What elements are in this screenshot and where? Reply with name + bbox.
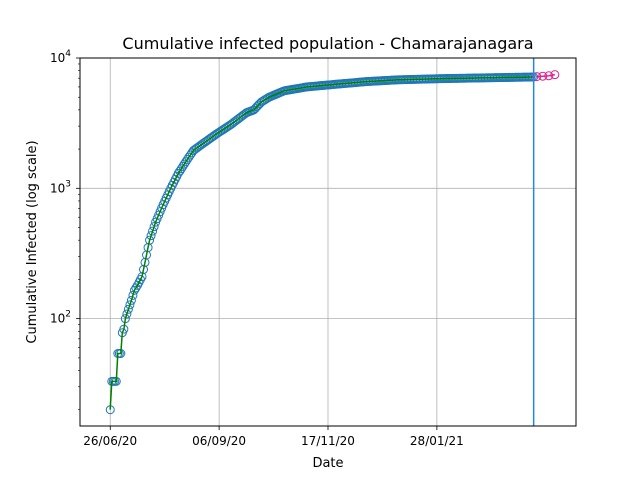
observed-point: [232, 115, 242, 125]
observed-point: [145, 235, 155, 245]
x-tick-label: 26/06/20: [83, 434, 137, 448]
observed-point: [228, 118, 238, 128]
observed-point: [185, 150, 195, 160]
observed-point: [255, 99, 265, 109]
observed-point: [182, 154, 192, 164]
observed-point: [252, 102, 262, 112]
fit-line: [109, 76, 534, 410]
plot-area: [105, 58, 560, 426]
observed-point: [179, 159, 189, 169]
observed-point: [146, 231, 156, 241]
observed-point: [178, 161, 188, 171]
observed-point: [190, 144, 200, 154]
observed-point: [148, 226, 158, 236]
observed-point: [225, 120, 235, 130]
observed-point: [201, 137, 211, 147]
observed-point: [194, 141, 204, 151]
observed-point: [149, 222, 159, 232]
observed-point: [137, 272, 147, 282]
observed-point: [123, 304, 133, 314]
observed-point: [222, 122, 232, 132]
y-tick-label: 104: [50, 49, 71, 65]
observed-point: [235, 112, 245, 122]
observed-point: [181, 157, 191, 167]
x-tick-label: 17/11/20: [301, 434, 355, 448]
observed-point: [129, 285, 139, 295]
chart-title: Cumulative infected population - Chamara…: [122, 34, 533, 53]
forecast-line: [536, 73, 555, 78]
observed-point: [126, 295, 136, 305]
x-axis: 26/06/20 06/09/20 17/11/20 28/01/21: [83, 426, 464, 448]
observed-point: [188, 146, 198, 156]
observed-point: [231, 116, 241, 126]
observed-point: [139, 265, 149, 275]
grid-lines: [80, 57, 576, 426]
observed-point: [234, 114, 244, 124]
observed-point: [207, 132, 217, 142]
observed-point: [202, 136, 212, 146]
observed-point: [226, 119, 236, 129]
observed-point: [173, 168, 183, 178]
observed-point: [208, 131, 218, 141]
observed-point: [131, 283, 141, 293]
observed-point: [122, 309, 132, 319]
y-tick-label: 103: [50, 179, 71, 195]
observed-point: [176, 164, 186, 174]
x-tick-label: 28/01/21: [410, 434, 464, 448]
observed-point: [184, 152, 194, 162]
observed-point: [250, 103, 260, 113]
observed-point: [197, 139, 207, 149]
observed-point: [237, 111, 247, 121]
x-axis-label: Date: [312, 456, 343, 471]
observed-point: [125, 300, 135, 310]
observed-point: [199, 138, 209, 148]
observed-point: [249, 105, 259, 115]
observed-point: [210, 130, 220, 140]
y-tick-label: 102: [50, 310, 71, 326]
observed-point: [196, 140, 206, 150]
observed-point: [128, 290, 138, 300]
observed-point: [193, 142, 203, 152]
observed-point: [175, 166, 185, 176]
y-axis: 102 103 104: [50, 49, 80, 411]
observed-point: [204, 135, 214, 145]
observed-point: [191, 143, 201, 153]
x-tick-label: 06/09/20: [192, 434, 246, 448]
observed-point: [229, 117, 239, 127]
observed-point: [223, 121, 233, 131]
y-axis-label: Cumulative Infected (log scale): [25, 140, 40, 343]
observed-point: [205, 134, 215, 144]
